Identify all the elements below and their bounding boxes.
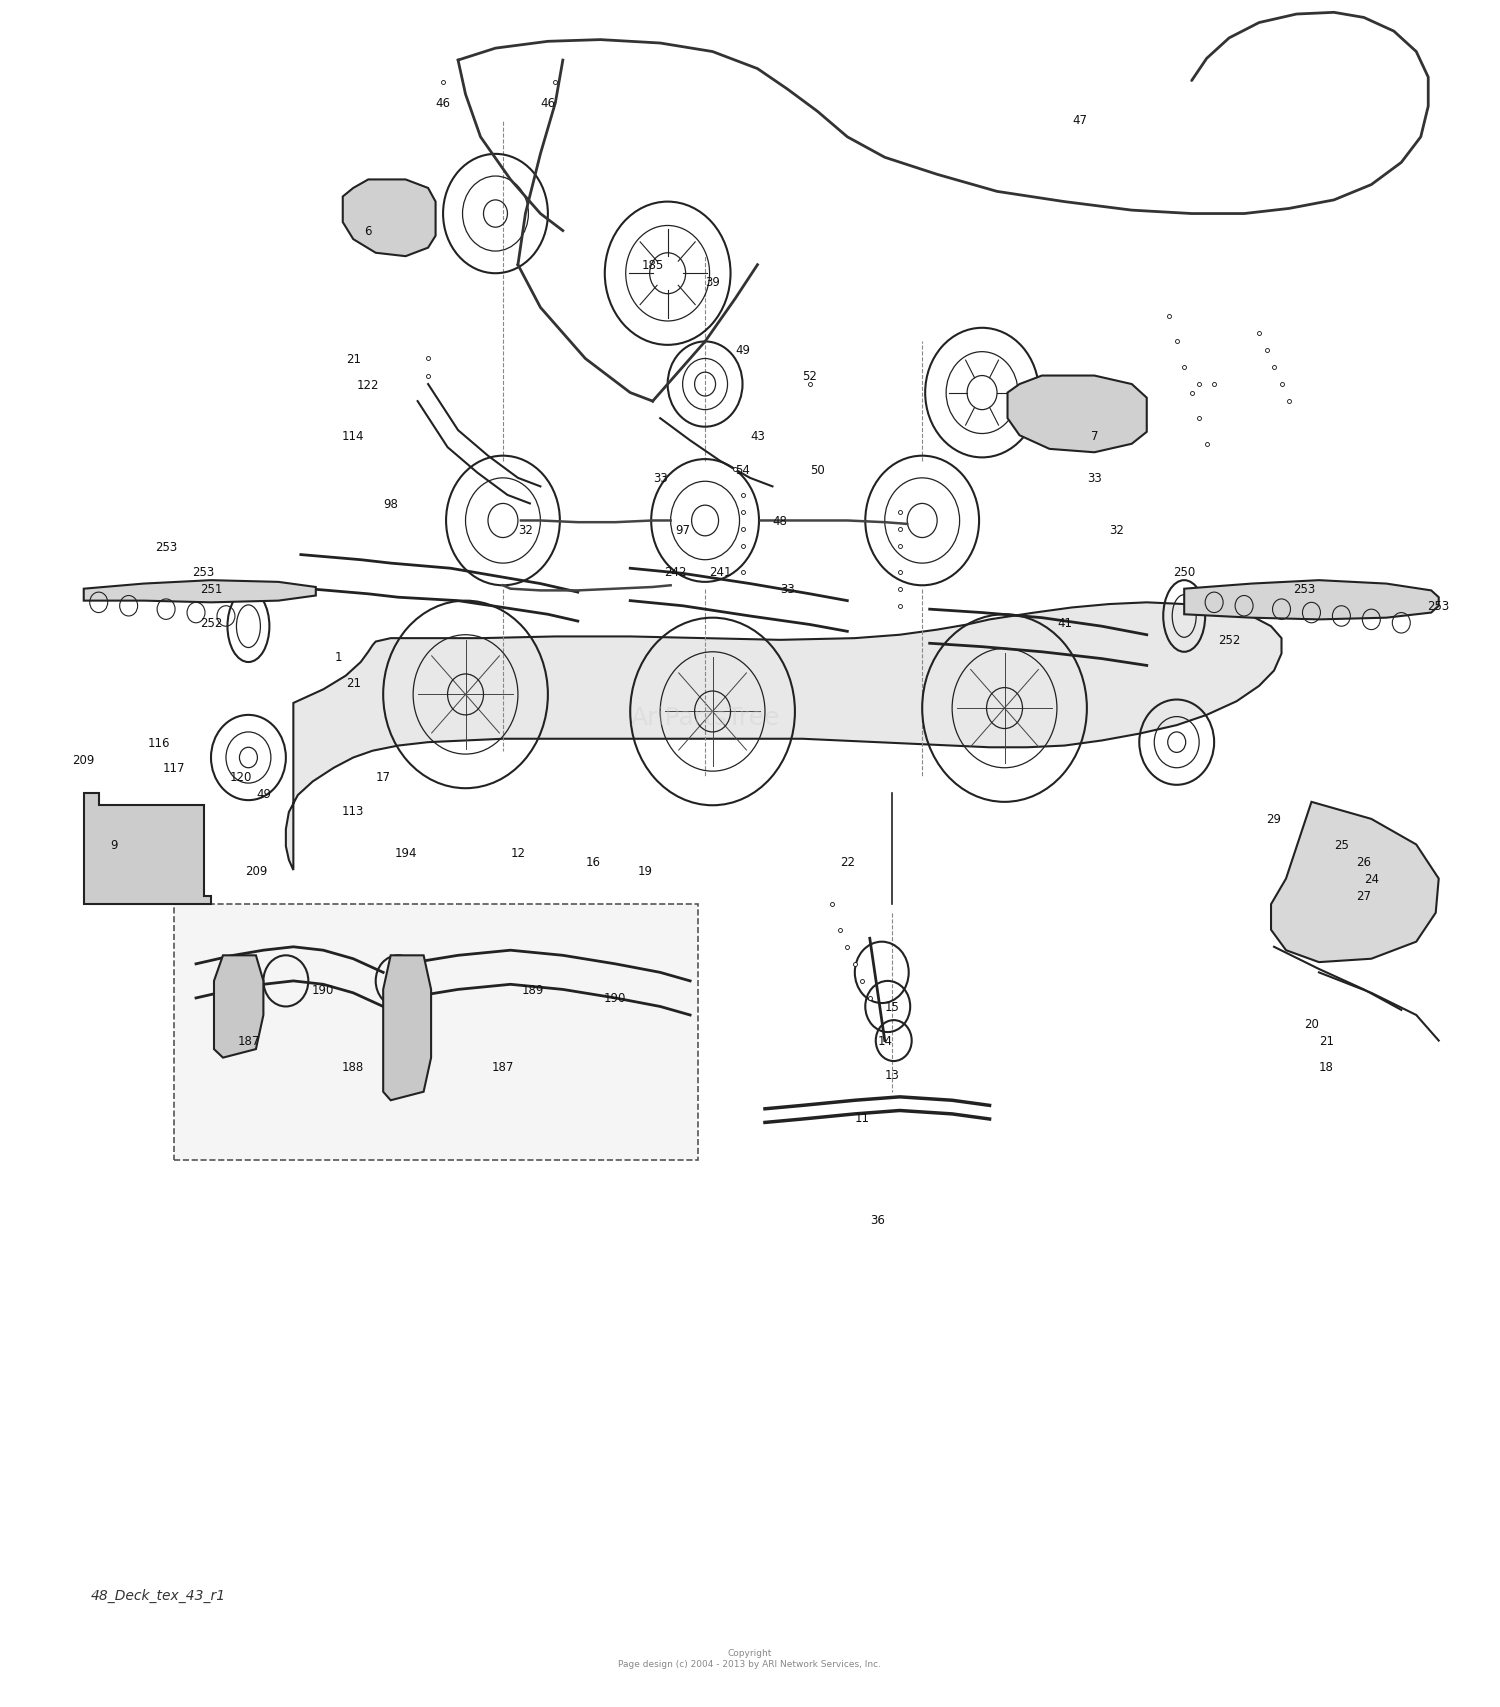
Text: 48: 48 (772, 516, 788, 527)
Text: 6: 6 (364, 225, 372, 237)
Text: 120: 120 (230, 770, 252, 784)
Text: 39: 39 (705, 277, 720, 288)
Text: 98: 98 (382, 498, 398, 510)
Text: 18: 18 (1318, 1060, 1334, 1074)
Text: 252: 252 (1218, 633, 1240, 647)
Text: 187: 187 (237, 1034, 260, 1048)
Text: 114: 114 (342, 430, 364, 442)
FancyBboxPatch shape (174, 905, 698, 1161)
Text: 14: 14 (878, 1034, 892, 1048)
Text: 253: 253 (1293, 582, 1316, 596)
Text: 36: 36 (870, 1214, 885, 1226)
Text: 116: 116 (147, 736, 170, 749)
Text: 1: 1 (334, 650, 342, 664)
Text: 252: 252 (200, 616, 222, 630)
Text: 113: 113 (342, 804, 364, 818)
Polygon shape (1008, 376, 1148, 452)
Text: 13: 13 (885, 1069, 900, 1082)
Text: 33: 33 (780, 582, 795, 596)
Text: 122: 122 (357, 379, 380, 391)
Text: 54: 54 (735, 464, 750, 476)
Text: 43: 43 (750, 430, 765, 442)
Text: 21: 21 (345, 676, 360, 690)
Text: 253: 253 (1428, 599, 1450, 613)
Text: 97: 97 (675, 524, 690, 536)
Text: 26: 26 (1356, 855, 1371, 869)
Polygon shape (382, 956, 430, 1101)
Text: 251: 251 (200, 582, 222, 596)
Text: 27: 27 (1356, 889, 1371, 903)
Text: 52: 52 (802, 370, 818, 382)
Text: 29: 29 (1266, 813, 1281, 826)
Text: 22: 22 (840, 855, 855, 869)
Text: AriPartsTree: AriPartsTree (630, 705, 780, 729)
Text: 24: 24 (1364, 872, 1378, 886)
Text: 242: 242 (664, 565, 687, 579)
Text: 190: 190 (312, 983, 334, 997)
Text: 188: 188 (342, 1060, 364, 1074)
Text: 190: 190 (604, 992, 627, 1005)
Text: 41: 41 (1058, 616, 1072, 630)
Polygon shape (84, 580, 316, 603)
Text: 25: 25 (1334, 838, 1348, 852)
Text: 12: 12 (510, 847, 525, 860)
Text: 32: 32 (518, 524, 532, 536)
Text: 17: 17 (375, 770, 390, 784)
Text: 209: 209 (244, 864, 267, 877)
Text: 46: 46 (540, 97, 555, 111)
Text: 46: 46 (435, 97, 450, 111)
Text: 15: 15 (885, 1000, 900, 1014)
Text: 189: 189 (522, 983, 544, 997)
Polygon shape (1270, 802, 1438, 963)
Text: 47: 47 (1072, 114, 1088, 128)
Text: 185: 185 (642, 259, 664, 271)
Text: 7: 7 (1090, 430, 1098, 442)
Polygon shape (286, 603, 1281, 871)
Text: 241: 241 (710, 565, 732, 579)
Text: 50: 50 (810, 464, 825, 476)
Text: 32: 32 (1110, 524, 1125, 536)
Text: 9: 9 (110, 838, 117, 852)
Text: 187: 187 (492, 1060, 514, 1074)
Polygon shape (344, 181, 435, 258)
Text: 49: 49 (256, 787, 272, 801)
Text: 21: 21 (345, 353, 360, 365)
Text: 253: 253 (192, 565, 214, 579)
Text: 194: 194 (394, 847, 417, 860)
Polygon shape (214, 956, 264, 1058)
Text: 21: 21 (1318, 1034, 1334, 1048)
Text: 250: 250 (1173, 565, 1196, 579)
Text: 20: 20 (1304, 1017, 1318, 1031)
Text: 19: 19 (638, 864, 652, 877)
Polygon shape (1184, 580, 1438, 620)
Text: 33: 33 (1088, 473, 1101, 485)
Text: 33: 33 (652, 473, 668, 485)
Text: 16: 16 (585, 855, 600, 869)
Polygon shape (84, 794, 212, 905)
Text: 253: 253 (154, 539, 177, 553)
Text: Copyright
Page design (c) 2004 - 2013 by ARI Network Services, Inc.: Copyright Page design (c) 2004 - 2013 by… (618, 1649, 882, 1668)
Text: 49: 49 (735, 345, 750, 357)
Text: 11: 11 (855, 1111, 870, 1125)
Text: 117: 117 (162, 761, 184, 775)
Text: 209: 209 (72, 753, 94, 766)
Text: 48_Deck_tex_43_r1: 48_Deck_tex_43_r1 (92, 1588, 226, 1601)
